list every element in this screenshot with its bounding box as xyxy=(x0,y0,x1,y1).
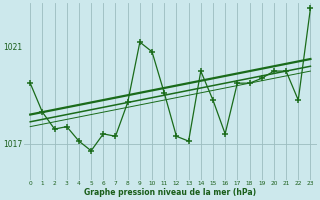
X-axis label: Graphe pression niveau de la mer (hPa): Graphe pression niveau de la mer (hPa) xyxy=(84,188,256,197)
